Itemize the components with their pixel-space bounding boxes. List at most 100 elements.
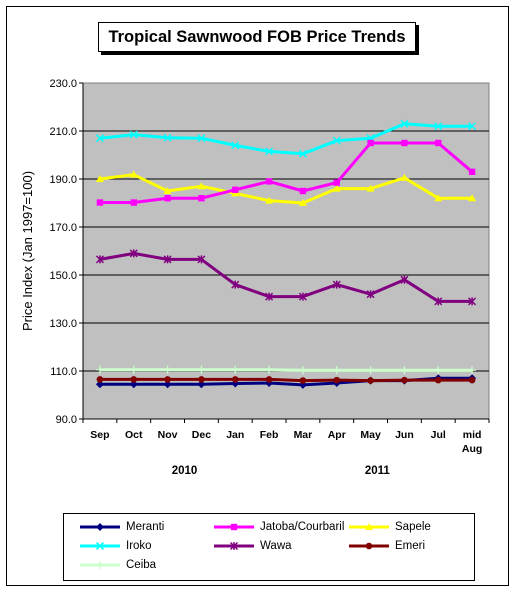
- legend-label: Ceiba: [126, 559, 157, 571]
- data-point-iroko: [197, 134, 206, 143]
- x-tick-label: Apr: [328, 429, 346, 441]
- year-label: 2010: [172, 465, 198, 477]
- series-emeri: [96, 376, 476, 384]
- data-point-emeri: [299, 377, 307, 384]
- data-point-sapele: [197, 182, 206, 190]
- x-tick-label: Oct: [125, 429, 143, 441]
- data-point-ceiba: [163, 365, 172, 374]
- data-point-ceiba: [434, 366, 443, 375]
- data-point-meranti: [197, 380, 206, 389]
- legend-marker: [230, 523, 238, 531]
- data-point-iroko: [129, 130, 138, 139]
- data-point-ceiba: [332, 366, 341, 375]
- data-point-sapele: [366, 184, 375, 192]
- x-tick-label: Sep: [90, 429, 109, 441]
- data-point-iroko: [400, 119, 409, 128]
- year-label: 2011: [365, 465, 391, 477]
- y-tick-label: 210.0: [49, 126, 77, 138]
- data-point-iroko: [265, 147, 274, 156]
- data-point-wawa: [129, 249, 138, 258]
- y-tick-label: 110.0: [50, 366, 77, 378]
- data-point-iroko: [95, 134, 104, 143]
- data-point-meranti: [163, 380, 172, 389]
- legend-marker: [229, 541, 239, 551]
- data-point-emeri: [231, 376, 239, 383]
- data-point-ceiba: [265, 365, 274, 374]
- y-tick-label: 150.0: [49, 270, 77, 282]
- data-point-jatoba-courbaril: [333, 179, 340, 186]
- data-point-emeri: [164, 376, 171, 383]
- series-line-iroko: [99, 122, 473, 156]
- data-point-sapele: [400, 173, 409, 181]
- y-axis-title: Price Index (Jan 1997=100): [20, 171, 35, 331]
- data-point-wawa: [163, 255, 172, 264]
- legend-marker: [365, 542, 373, 550]
- data-point-wawa: [265, 292, 274, 301]
- legend-label: Emeri: [395, 540, 426, 552]
- data-point-jatoba-courbaril: [96, 199, 104, 206]
- series-sapele: [95, 170, 477, 206]
- legend-item-jatoba-courbaril: Jatoba/Courbaril: [212, 520, 344, 534]
- legend-item-emeri: Emeri: [347, 539, 425, 553]
- data-point-jatoba-courbaril: [367, 139, 374, 147]
- y-tick-label: 130.0: [49, 318, 77, 330]
- series-line-jatoba-courbaril: [99, 141, 474, 205]
- series-jatoba-courbaril: [96, 139, 476, 206]
- data-point-ceiba: [231, 365, 240, 374]
- legend-item-wawa: Wawa: [212, 539, 292, 553]
- data-point-jatoba-courbaril: [299, 187, 307, 195]
- legend-marker: [96, 561, 104, 569]
- series-line-sapele: [99, 173, 473, 205]
- legend-item-ceiba: Ceiba: [78, 558, 156, 572]
- data-point-wawa: [332, 280, 341, 289]
- legend-marker: [95, 541, 105, 551]
- legend-swatch-meranti: [80, 523, 120, 531]
- data-point-iroko: [231, 141, 240, 150]
- x-tick-label: May: [360, 429, 381, 441]
- y-tick-label: 90.0: [56, 414, 77, 426]
- legend-marker: [96, 523, 104, 531]
- data-point-iroko: [163, 133, 172, 142]
- data-point-ceiba: [400, 366, 409, 375]
- x-tick-label: Jul: [431, 429, 446, 441]
- data-point-sapele: [265, 196, 274, 204]
- legend-label: Sapele: [395, 521, 431, 533]
- data-point-jatoba-courbaril: [164, 195, 171, 202]
- x-tick-label: Jun: [395, 429, 414, 441]
- data-point-sapele: [298, 199, 307, 206]
- data-point-wawa: [231, 280, 240, 289]
- data-point-sapele: [434, 194, 443, 202]
- year-row: [83, 460, 489, 480]
- data-point-ceiba: [298, 366, 307, 375]
- data-point-sapele: [468, 194, 477, 202]
- legend-marker: [365, 523, 373, 530]
- data-point-emeri: [468, 376, 476, 384]
- data-point-ceiba: [366, 366, 375, 375]
- data-point-jatoba-courbaril: [265, 178, 273, 185]
- data-point-sapele: [129, 170, 138, 178]
- legend-swatch-emeri: [349, 542, 389, 550]
- x-tick-label: mid: [463, 429, 482, 441]
- data-point-wawa: [95, 255, 104, 264]
- data-point-emeri: [198, 376, 205, 383]
- data-point-wawa: [400, 275, 409, 284]
- legend-label: Meranti: [126, 521, 165, 533]
- series-line-emeri: [99, 377, 473, 383]
- series-ceiba: [95, 365, 477, 375]
- chart-title: Tropical Sawnwood FOB Price Trends: [98, 22, 416, 52]
- plot-area: [82, 82, 490, 420]
- x-tick-label: Nov: [158, 429, 178, 441]
- data-point-sapele: [95, 175, 104, 182]
- legend-swatch-sapele: [349, 523, 389, 530]
- data-point-emeri: [367, 377, 374, 384]
- legend-label: Iroko: [126, 540, 152, 552]
- legend-swatch-iroko: [80, 541, 120, 551]
- legend: Meranti Jatoba/Courbaril Sapele Iroko Wawa Em…: [63, 513, 475, 581]
- data-point-jatoba-courbaril: [232, 186, 239, 193]
- data-point-emeri: [130, 376, 138, 383]
- data-point-sapele: [163, 187, 172, 194]
- data-point-emeri: [401, 376, 408, 384]
- data-point-jatoba-courbaril: [198, 195, 205, 202]
- data-point-jatoba-courbaril: [401, 139, 408, 147]
